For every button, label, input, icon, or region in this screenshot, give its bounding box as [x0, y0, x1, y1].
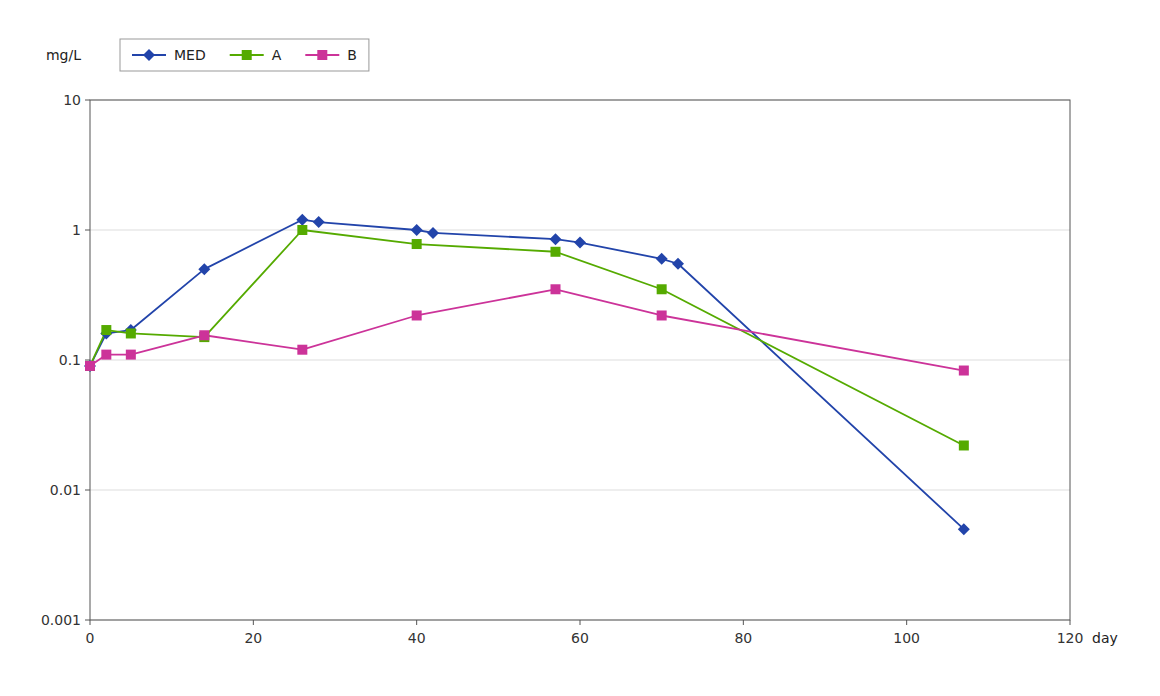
legend-marker	[143, 49, 155, 61]
legend-marker	[242, 50, 252, 60]
point	[101, 350, 111, 360]
y-tick	[85, 100, 90, 101]
point	[657, 284, 667, 294]
point	[126, 350, 136, 360]
grid-line	[90, 360, 1070, 361]
y-tick	[85, 620, 90, 621]
point	[574, 237, 586, 249]
plot-frame	[90, 100, 1070, 620]
point	[85, 361, 95, 371]
x-tick-label: 80	[734, 630, 752, 646]
axes: 0.0010.010.1110020406080100120	[41, 92, 1083, 646]
y-tick	[85, 490, 90, 491]
y-tick-label: 10	[63, 92, 81, 108]
point	[199, 330, 209, 340]
legend-label: A	[272, 47, 282, 63]
legend-marker	[317, 50, 327, 60]
y-axis-label: mg/L	[46, 47, 81, 63]
x-tick	[743, 620, 744, 625]
series-line	[90, 289, 964, 370]
legend-label: MED	[174, 47, 206, 63]
point	[657, 310, 667, 320]
y-tick-label: 1	[72, 222, 81, 238]
y-tick-label: 0.001	[41, 612, 81, 628]
legend: MED A B	[120, 39, 369, 71]
point	[959, 440, 969, 450]
x-tick-label: 40	[408, 630, 426, 646]
lines	[90, 220, 964, 529]
x-axis-label: day	[1092, 630, 1118, 646]
x-tick	[1070, 620, 1071, 625]
point	[551, 247, 561, 257]
x-tick	[90, 620, 91, 625]
series-line	[90, 220, 964, 529]
x-tick-label: 100	[893, 630, 920, 646]
point	[958, 523, 970, 535]
y-tick-label: 0.1	[59, 352, 81, 368]
x-tick-label: 120	[1057, 630, 1084, 646]
x-tick-label: 60	[571, 630, 589, 646]
x-tick	[253, 620, 254, 625]
point	[411, 224, 423, 236]
point	[84, 360, 96, 372]
background	[0, 0, 1160, 696]
point	[296, 214, 308, 226]
point	[297, 225, 307, 235]
point	[101, 325, 111, 335]
x-tick-label: 20	[244, 630, 262, 646]
point	[297, 345, 307, 355]
point	[427, 227, 439, 239]
grid	[90, 100, 1070, 620]
y-tick	[85, 360, 90, 361]
point	[656, 253, 668, 265]
point	[126, 328, 136, 338]
point	[412, 239, 422, 249]
point	[412, 310, 422, 320]
x-tick	[416, 620, 417, 625]
point	[672, 258, 684, 270]
y-tick	[85, 230, 90, 231]
point	[313, 216, 325, 228]
legend-box	[120, 39, 369, 71]
x-tick	[906, 620, 907, 625]
point	[959, 366, 969, 376]
point	[198, 263, 210, 275]
chart: 0.0010.010.1110020406080100120daymg/LMED…	[0, 0, 1160, 696]
point	[551, 284, 561, 294]
point	[85, 361, 95, 371]
markers	[84, 214, 970, 535]
grid-line	[90, 230, 1070, 231]
x-tick-label: 0	[86, 630, 95, 646]
y-tick-label: 0.01	[50, 482, 81, 498]
point	[550, 233, 562, 245]
legend-label: B	[347, 47, 357, 63]
series-line	[90, 230, 964, 445]
x-tick	[580, 620, 581, 625]
